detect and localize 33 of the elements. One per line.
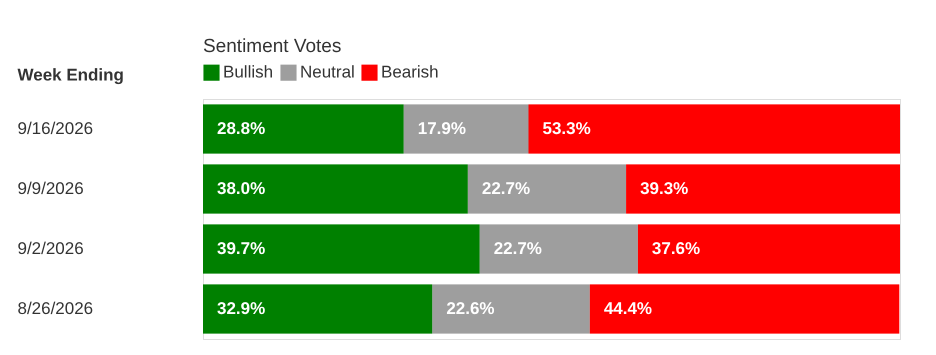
data-label: 32.9%: [217, 299, 266, 318]
data-label: 37.6%: [652, 239, 700, 258]
bar: [404, 104, 528, 154]
data-label: 44.4%: [604, 299, 652, 318]
bar: [468, 164, 626, 214]
bar: [480, 224, 638, 274]
bar: [432, 284, 590, 334]
bar: [590, 284, 900, 334]
y-tick-label: 9/2/2026: [18, 239, 84, 258]
y-axis-title: Week Ending: [18, 66, 124, 84]
legend-label: Bullish: [223, 62, 274, 82]
legend-label: Neutral: [300, 62, 355, 82]
y-tick-label: 8/26/2026: [18, 299, 94, 318]
data-label: 28.8%: [217, 119, 266, 138]
bar: [203, 284, 432, 334]
bar: [203, 104, 404, 154]
y-tick-label: 9/16/2026: [18, 119, 94, 138]
data-label: 17.9%: [418, 119, 466, 138]
bar: [203, 164, 468, 214]
data-label: 22.7%: [482, 179, 530, 198]
data-label: 22.7%: [494, 239, 542, 258]
legend-label: Bearish: [381, 62, 439, 82]
data-label: 22.6%: [446, 299, 495, 318]
data-label: 39.7%: [217, 239, 266, 258]
bar: [638, 224, 900, 274]
bar: [528, 104, 900, 154]
y-tick-label: 9/9/2026: [18, 179, 84, 198]
bar: [626, 164, 900, 214]
bar: [203, 224, 480, 274]
data-label: 53.3%: [542, 119, 591, 138]
data-label: 39.3%: [640, 179, 688, 198]
data-label: 38.0%: [217, 179, 266, 198]
legend-title: Sentiment Votes: [203, 36, 342, 57]
